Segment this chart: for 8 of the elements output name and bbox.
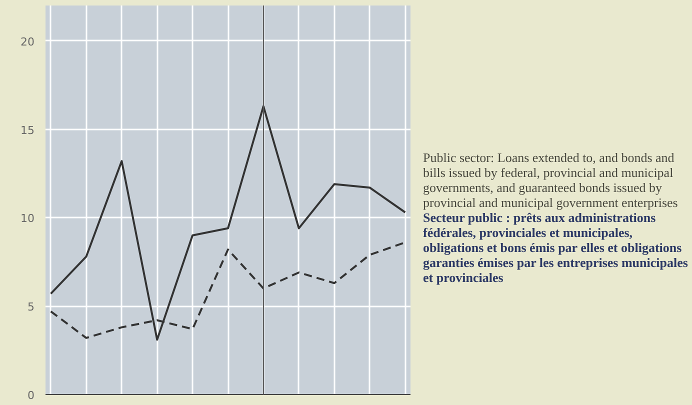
text: Public sector: Loans extended to, and bonds and bills issued by federal, provincial and municipal governments, and guaranteed bonds issued by provincial and municipal government enterprises xyxy=(423,150,679,210)
y-tick-label: 10 xyxy=(20,212,35,226)
y-tick-label: 5 xyxy=(28,300,34,314)
y-tick-label: 15 xyxy=(20,124,35,137)
y-tick-label: 0 xyxy=(28,389,34,402)
text: Secteur public : prêts aux administrations fédérales, provinciales et municipales, obligations et bons émis par elles et obligations garanties émises par les entreprises municipales et provinciales xyxy=(423,210,688,285)
line-series xyxy=(50,105,406,341)
y-tick-label: 20 xyxy=(20,35,35,48)
